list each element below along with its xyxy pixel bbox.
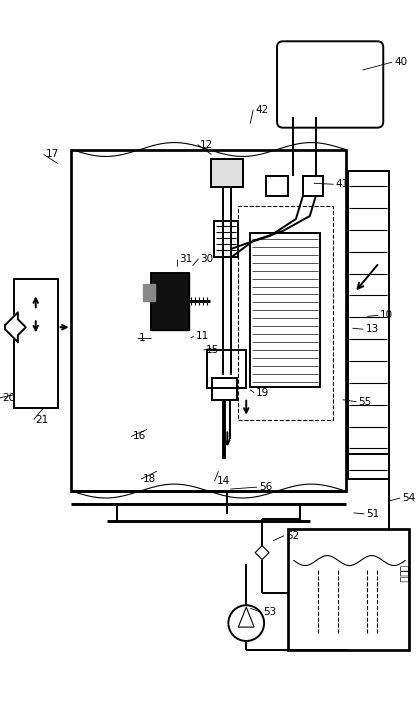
Polygon shape (5, 312, 26, 342)
Bar (151, 273, 188, 330)
Text: 31: 31 (179, 254, 192, 264)
Bar (211, 159, 243, 187)
Bar (303, 177, 323, 196)
Text: 41: 41 (336, 180, 349, 190)
Text: 51: 51 (367, 509, 379, 519)
Bar (214, 221, 238, 257)
Text: 11: 11 (196, 331, 209, 341)
Text: 54: 54 (402, 493, 415, 503)
Text: 21: 21 (36, 415, 49, 425)
Bar (213, 378, 237, 399)
Bar (347, 172, 389, 479)
Bar (250, 233, 320, 386)
Text: 52: 52 (286, 531, 299, 541)
Text: 14: 14 (216, 476, 230, 486)
Text: 1: 1 (139, 333, 146, 343)
Bar (211, 159, 243, 187)
Text: 53: 53 (263, 607, 276, 617)
Text: 56: 56 (259, 482, 272, 492)
Text: 17: 17 (46, 149, 59, 159)
Bar (206, 350, 246, 388)
Bar (288, 528, 409, 650)
Text: 10: 10 (380, 310, 393, 320)
Bar (14, 278, 58, 407)
Text: 15: 15 (206, 345, 219, 355)
Bar (266, 177, 288, 196)
Text: 55: 55 (359, 397, 372, 407)
Text: 19: 19 (256, 388, 269, 398)
Bar (151, 273, 188, 330)
Circle shape (229, 605, 264, 641)
Text: 40: 40 (394, 57, 407, 67)
Text: 42: 42 (255, 105, 269, 115)
Text: 16: 16 (133, 431, 146, 441)
Text: 12: 12 (200, 140, 213, 149)
Bar (71, 149, 346, 491)
Bar (238, 206, 333, 420)
Text: 13: 13 (365, 324, 379, 335)
Text: 18: 18 (143, 474, 156, 484)
Text: 电解液: 电解液 (399, 565, 409, 583)
FancyBboxPatch shape (277, 41, 383, 128)
Text: 20: 20 (2, 393, 15, 403)
Text: 30: 30 (201, 254, 214, 264)
Bar (143, 283, 155, 301)
